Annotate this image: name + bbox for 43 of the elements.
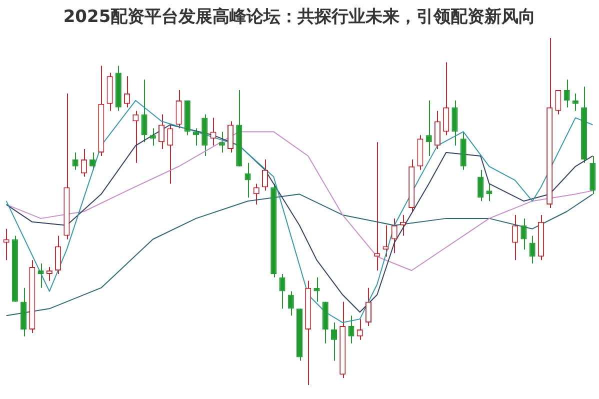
candlestick <box>80 148 87 178</box>
candlestick <box>478 169 484 202</box>
chart-title: 2025配资平台发展高峰论坛：共探行业未来，引领配资新风向 <box>62 6 537 29</box>
candlestick <box>426 100 432 156</box>
candlestick <box>348 315 354 344</box>
candlestick <box>572 93 578 112</box>
candlestick <box>210 117 216 146</box>
candlestick <box>443 62 450 136</box>
candlestick <box>555 90 562 115</box>
candlestick <box>288 290 294 316</box>
candlestick <box>38 263 44 288</box>
candlestick <box>365 287 372 327</box>
candlestick <box>529 235 536 264</box>
candlestick <box>141 79 148 143</box>
candlestick <box>400 214 406 236</box>
candlestick <box>46 266 52 282</box>
candlestick <box>564 79 570 108</box>
candlestick <box>391 218 398 254</box>
candlestick <box>167 124 174 184</box>
candlestick <box>452 100 458 146</box>
candlestick <box>512 214 518 261</box>
candlestick <box>520 218 527 250</box>
candlestick <box>176 90 182 129</box>
candlestick <box>330 322 338 362</box>
candlestick <box>72 152 78 170</box>
candlestick <box>382 224 389 258</box>
candlestick <box>55 235 62 274</box>
candlestick <box>434 110 440 150</box>
candlestick <box>244 162 251 198</box>
candlestick <box>193 128 200 146</box>
candlestick <box>132 110 139 164</box>
candlestick <box>279 273 286 310</box>
candlestick <box>158 114 165 150</box>
candlestick <box>253 183 260 206</box>
candlestick <box>262 158 268 192</box>
candlestick <box>314 276 320 302</box>
candlestick <box>356 318 363 340</box>
candlestick <box>150 128 156 146</box>
candlestick <box>486 183 492 202</box>
candlestick <box>124 76 130 108</box>
candlestick <box>227 120 234 154</box>
candlestick <box>218 131 225 154</box>
candlestick <box>374 142 380 271</box>
